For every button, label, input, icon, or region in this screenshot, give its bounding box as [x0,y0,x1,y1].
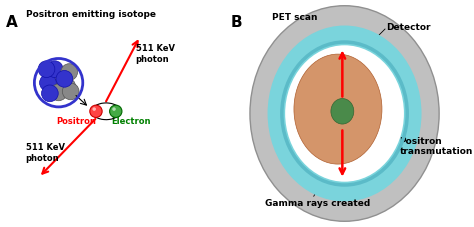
Bar [404,44,419,59]
Bar [423,110,438,117]
Bar [341,205,348,220]
Bar [341,7,348,22]
Ellipse shape [331,99,354,124]
Bar [420,86,436,97]
Bar [420,130,436,141]
Circle shape [59,78,76,95]
Bar [375,195,388,211]
Bar [270,168,285,183]
Circle shape [109,105,122,117]
Bar [358,9,369,25]
Bar [259,64,275,77]
Circle shape [61,64,78,80]
Circle shape [92,107,96,111]
Text: 511 KeV
photon: 511 KeV photon [136,44,174,64]
Bar [253,86,269,97]
Bar [301,16,314,32]
Bar [283,183,299,199]
Bar [270,44,285,59]
Circle shape [62,83,79,100]
Bar [283,28,299,44]
Ellipse shape [285,45,404,182]
Bar [320,202,331,218]
Bar [375,16,388,32]
Circle shape [112,107,116,111]
Bar [358,202,369,218]
Ellipse shape [294,54,382,164]
Text: PET scan: PET scan [272,13,318,22]
Bar [301,195,314,211]
Text: Gamma rays created: Gamma rays created [265,199,371,208]
Text: Positron: Positron [56,118,96,126]
Bar [320,9,331,25]
Bar [259,150,275,163]
Bar [253,130,269,141]
Circle shape [90,105,102,117]
Text: B: B [230,15,242,30]
Ellipse shape [267,25,421,202]
Circle shape [50,67,67,84]
Circle shape [42,85,58,102]
Circle shape [38,61,55,77]
Text: Positron
transmutation: Positron transmutation [400,137,473,156]
Bar [404,168,419,183]
Circle shape [39,74,56,91]
Ellipse shape [250,6,439,221]
Text: Electron: Electron [111,118,151,126]
Text: A: A [6,15,18,30]
Bar [414,64,430,77]
Text: Detector: Detector [386,23,431,32]
Text: Positron emitting isotope: Positron emitting isotope [26,10,155,19]
Bar [414,150,430,163]
Bar [391,183,406,199]
Text: 511 KeV
photon: 511 KeV photon [26,143,64,163]
Circle shape [56,70,73,87]
Circle shape [50,84,67,101]
Circle shape [46,61,63,77]
Bar [252,110,266,117]
Bar [391,28,406,44]
